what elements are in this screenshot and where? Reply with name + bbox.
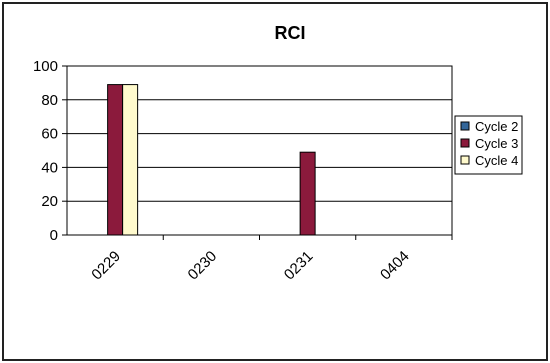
x-tick-label: 0230 bbox=[185, 248, 221, 284]
chart-title: RCI bbox=[275, 23, 306, 43]
bar-cycle-3-0231 bbox=[299, 151, 316, 236]
legend-swatch bbox=[460, 138, 470, 148]
legend-label: Cycle 4 bbox=[475, 153, 518, 168]
legend-label: Cycle 2 bbox=[475, 119, 518, 134]
legend-swatch bbox=[460, 121, 470, 131]
x-tick-label: 0229 bbox=[88, 248, 124, 284]
bar-cycle-4-0229 bbox=[122, 84, 139, 236]
x-tick-label: 0231 bbox=[281, 248, 317, 284]
y-tick-label: 80 bbox=[41, 92, 58, 109]
y-tick-label: 40 bbox=[41, 159, 58, 176]
x-tick-label: 0404 bbox=[377, 248, 413, 284]
y-tick-label: 20 bbox=[41, 193, 58, 210]
bar-cycle-3-0229 bbox=[107, 84, 124, 236]
plot-area: 0 20 40 60 80 100 0229 0230 0231 0404 bbox=[33, 58, 453, 284]
y-tick-label: 100 bbox=[33, 58, 58, 75]
legend: Cycle 2 Cycle 3 Cycle 4 bbox=[454, 115, 523, 175]
y-tick-label: 0 bbox=[50, 227, 58, 244]
legend-swatch bbox=[460, 155, 470, 165]
legend-label: Cycle 3 bbox=[475, 136, 518, 151]
y-tick-label: 60 bbox=[41, 126, 58, 143]
